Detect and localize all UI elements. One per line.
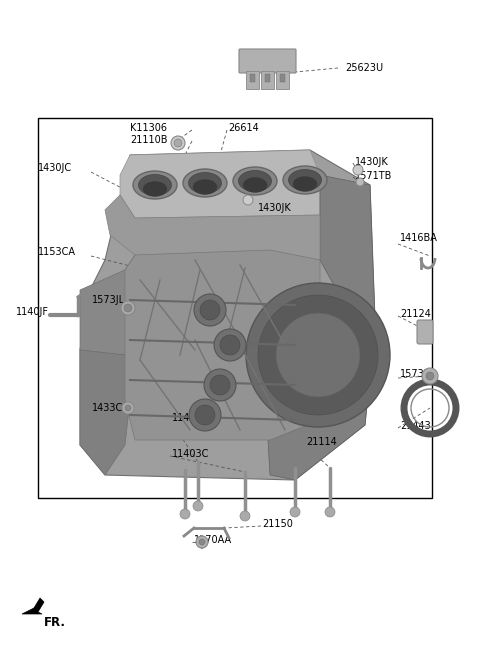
Circle shape (174, 139, 182, 147)
Ellipse shape (243, 177, 267, 193)
Bar (265, 74, 270, 82)
Text: 1430JK: 1430JK (355, 157, 389, 167)
Ellipse shape (189, 173, 221, 194)
Text: 21150: 21150 (262, 519, 293, 529)
Circle shape (214, 329, 246, 361)
Bar (261, 71, 274, 89)
Circle shape (196, 536, 208, 548)
Polygon shape (22, 598, 44, 614)
Polygon shape (80, 350, 130, 475)
Circle shape (195, 405, 215, 425)
Circle shape (276, 313, 360, 397)
Ellipse shape (233, 167, 277, 195)
Text: 21114: 21114 (306, 437, 337, 447)
Circle shape (290, 507, 300, 517)
Ellipse shape (143, 181, 167, 197)
Ellipse shape (139, 174, 171, 195)
Circle shape (426, 372, 434, 380)
Text: K11306: K11306 (130, 123, 167, 133)
Circle shape (246, 283, 390, 427)
Text: 25623U: 25623U (345, 63, 383, 73)
Circle shape (258, 295, 378, 415)
Circle shape (199, 539, 205, 545)
Ellipse shape (239, 171, 272, 192)
Circle shape (220, 335, 240, 355)
Bar (280, 74, 285, 82)
Circle shape (243, 195, 253, 205)
FancyBboxPatch shape (417, 320, 433, 344)
Text: 1416BA: 1416BA (400, 233, 438, 243)
Text: FR.: FR. (44, 615, 66, 628)
Circle shape (193, 501, 203, 511)
Circle shape (171, 136, 185, 150)
Circle shape (125, 405, 131, 411)
Text: 1140FZ: 1140FZ (172, 413, 209, 423)
Circle shape (356, 178, 364, 186)
Circle shape (121, 301, 135, 315)
Circle shape (194, 294, 226, 326)
Polygon shape (120, 150, 320, 218)
Circle shape (210, 375, 230, 395)
Text: 1430JC: 1430JC (38, 163, 72, 173)
Circle shape (189, 399, 221, 431)
FancyBboxPatch shape (239, 49, 296, 73)
Text: 26614: 26614 (228, 123, 259, 133)
Circle shape (325, 507, 335, 517)
Ellipse shape (183, 169, 227, 197)
Text: 1573JL: 1573JL (400, 369, 433, 379)
Circle shape (422, 368, 438, 384)
Text: 1140JF: 1140JF (16, 307, 49, 317)
Bar (38, 118, 432, 498)
Text: 21110B: 21110B (130, 135, 168, 145)
Text: 21443: 21443 (400, 421, 431, 431)
Polygon shape (80, 255, 135, 355)
Text: 1170AA: 1170AA (194, 535, 232, 545)
Bar (250, 74, 255, 82)
Text: 11403C: 11403C (172, 449, 209, 459)
Polygon shape (268, 175, 375, 480)
Circle shape (124, 304, 132, 312)
Text: 1571TB: 1571TB (355, 171, 392, 181)
Ellipse shape (193, 179, 217, 195)
Bar (246, 71, 259, 89)
Circle shape (180, 509, 190, 519)
Bar (276, 71, 289, 89)
Ellipse shape (283, 166, 327, 194)
Circle shape (353, 165, 363, 175)
Circle shape (200, 300, 220, 320)
Text: 1430JK: 1430JK (258, 203, 292, 213)
Circle shape (122, 402, 134, 414)
Circle shape (240, 511, 250, 521)
Ellipse shape (133, 171, 177, 199)
Text: 1153CA: 1153CA (38, 247, 76, 257)
Text: 21124: 21124 (400, 309, 431, 319)
Text: 1433CA: 1433CA (92, 403, 130, 413)
Text: 1573JL: 1573JL (92, 295, 125, 305)
Ellipse shape (288, 169, 322, 190)
Polygon shape (125, 250, 320, 440)
Polygon shape (105, 195, 320, 260)
Circle shape (204, 369, 236, 401)
Ellipse shape (293, 176, 317, 192)
Polygon shape (80, 150, 375, 480)
